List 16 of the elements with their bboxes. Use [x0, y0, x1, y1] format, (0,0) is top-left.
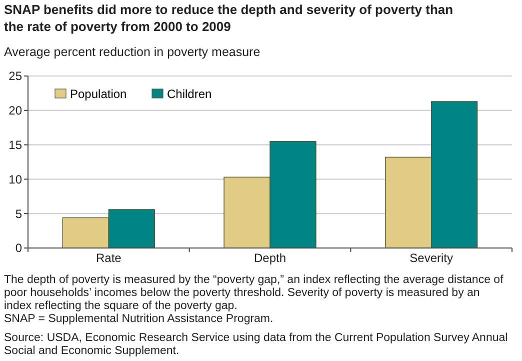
source-note: Source: USDA, Economic Research Service using data from the Current Population Survey Annual Social and Economic Supplement. [4, 332, 508, 357]
x-tick-label: Severity [410, 251, 454, 265]
text: The depth of poverty is measured by the “poverty gap,” an index reflecting the average distance of poor households’ incomes below the poverty threshold. Severity of poverty is measured by an index reflecting the square of the poverty gap. [4, 274, 504, 312]
y-tick-label: 0 [15, 241, 22, 256]
text: SNAP = Supplemental Nutrition Assistance Program. [4, 313, 274, 325]
legend-label: Children [167, 87, 212, 101]
x-tick-label: Depth [254, 251, 286, 265]
y-tick-label: 5 [15, 206, 22, 221]
chart-title: SNAP benefits did more to reduce the depth and severity of poverty than the rate of poverty from 2000 to 2009 [4, 2, 454, 34]
x-tick-label: Rate [96, 251, 122, 265]
y-tick-label: 20 [8, 104, 22, 118]
y-tick-label: 15 [8, 138, 22, 152]
legend-label: Population [70, 87, 127, 101]
y-tick-label: 25 [8, 69, 22, 84]
y-axis-title: Average percent reduction in poverty measure [4, 45, 260, 59]
y-tick-label: 10 [8, 172, 22, 186]
